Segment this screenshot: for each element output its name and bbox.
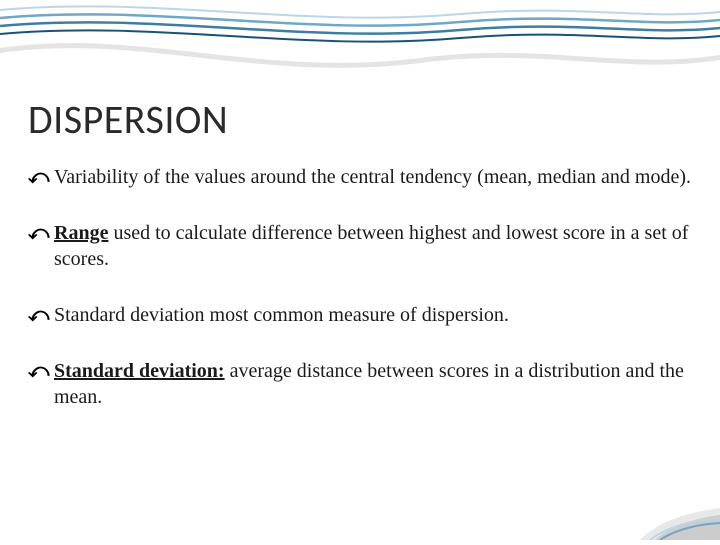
corner-decoration — [620, 470, 720, 540]
bullet-item: ⤺ Range used to calculate difference bet… — [28, 220, 692, 272]
bullet-text: used to calculate difference between hig… — [54, 222, 688, 270]
bullet-list: ⤺ Variability of the values around the c… — [28, 164, 692, 410]
slide-title: DISPERSION — [28, 95, 692, 144]
bullet-icon: ⤺ — [28, 305, 46, 325]
bullet-item: ⤺ Variability of the values around the c… — [28, 164, 692, 190]
bullet-bold: Standard deviation: — [54, 360, 225, 382]
header-decoration — [0, 0, 720, 100]
bullet-text: Variability of the values around the cen… — [54, 166, 691, 188]
bullet-item: ⤺ Standard deviation: average distance b… — [28, 358, 692, 410]
bullet-text: Standard deviation most common measure o… — [54, 304, 509, 326]
bullet-icon: ⤺ — [28, 223, 46, 243]
bullet-item: ⤺ Standard deviation most common measure… — [28, 302, 692, 328]
bullet-icon: ⤺ — [28, 361, 46, 381]
bullet-icon: ⤺ — [28, 167, 46, 187]
slide-content: DISPERSION ⤺ Variability of the values a… — [28, 95, 692, 440]
bullet-bold: Range — [54, 222, 108, 244]
